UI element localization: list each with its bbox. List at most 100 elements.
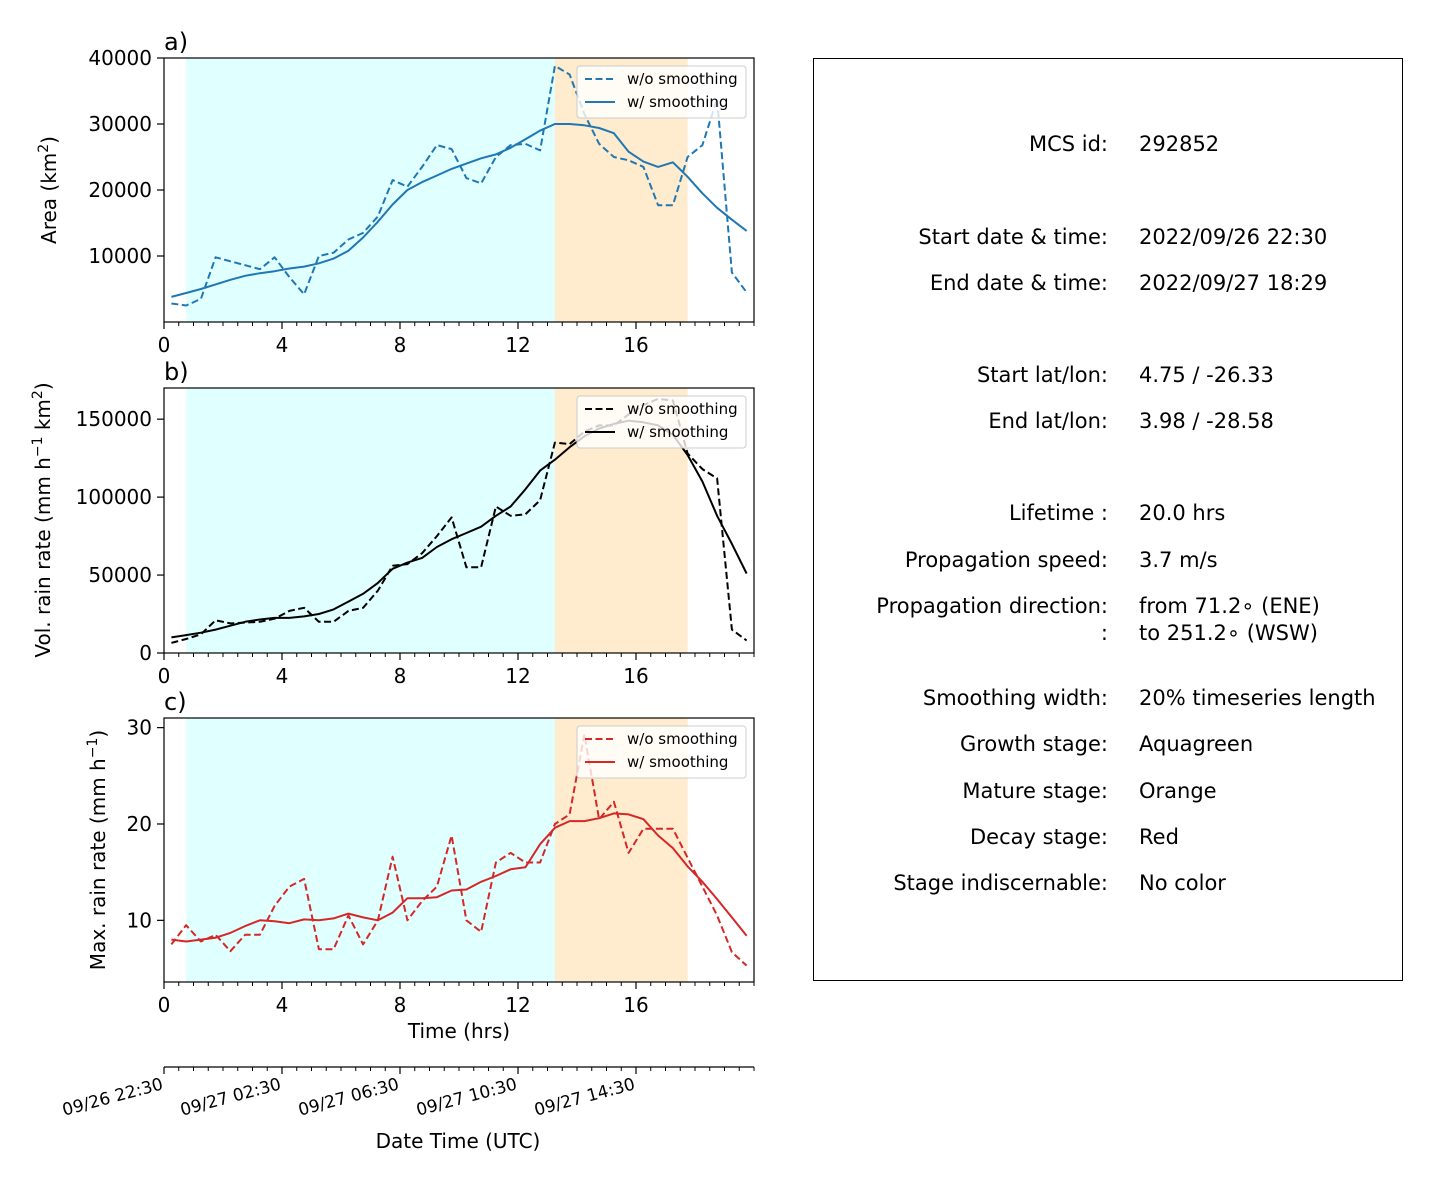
- series-line-smoothed: [171, 123, 748, 298]
- x-tick-label: 12: [505, 993, 530, 1017]
- y-axis-label-part: −1: [85, 738, 101, 759]
- y-tick-label: 100000: [76, 485, 152, 509]
- legend: w/o smoothing w/ smoothing: [576, 725, 747, 779]
- y-axis-label-part: Vol. rain rate (mm h: [31, 457, 55, 658]
- series-line-raw: [171, 64, 748, 307]
- info-value: 2022/09/26 22:30: [1139, 225, 1328, 249]
- panel-label: c): [164, 688, 187, 716]
- y-axis-label-part: ): [37, 136, 61, 144]
- info-label: Growth stage:: [959, 732, 1108, 756]
- info-label: MCS id:: [1028, 132, 1108, 156]
- y-tick-label: 50000: [88, 563, 152, 587]
- x-tick-label: 4: [276, 333, 289, 357]
- y-tick-label: 20: [127, 812, 152, 836]
- y-tick-label: 10: [127, 908, 152, 932]
- date-time-axis: 09/26 22:30 09/27 02:30 09/27 06:30 09/27 1…: [60, 1066, 755, 1153]
- info-label: Propagation speed:: [904, 548, 1108, 572]
- mcs-info-panel: MCS id: 292852 Start date & time: 2022/0…: [813, 58, 1403, 981]
- x-tick-label: 16: [623, 333, 648, 357]
- legend-label: w/ smoothing: [627, 93, 728, 111]
- info-value: 3.7 m/s: [1139, 548, 1218, 572]
- info-label: End date & time:: [929, 271, 1108, 295]
- legend-label: w/o smoothing: [627, 730, 738, 748]
- y-axis-label-part: −1: [30, 437, 46, 458]
- info-value: 20% timeseries length: [1139, 686, 1376, 710]
- x-tick-label: 0: [158, 664, 171, 688]
- y-axis-label: Area (km2): [36, 136, 61, 244]
- legend: w/o smoothing w/ smoothing: [576, 65, 747, 119]
- series-line-smoothed: [171, 812, 748, 943]
- legend-label: w/o smoothing: [627, 70, 738, 88]
- y-tick-label: 20000: [88, 178, 152, 202]
- info-value: No color: [1139, 871, 1226, 895]
- info-label: Start lat/lon:: [976, 363, 1108, 387]
- x-tick-label: 4: [276, 664, 289, 688]
- y-tick-label: 30: [127, 716, 152, 740]
- info-label: End lat/lon:: [988, 409, 1108, 433]
- info-label: Smoothing width:: [922, 686, 1108, 710]
- x-tick-label: 4: [276, 993, 289, 1017]
- x-tick-label: 8: [394, 333, 407, 357]
- stage-band-growth: [186, 718, 555, 982]
- y-axis-label-part: 2: [36, 144, 52, 153]
- panel-label: a): [164, 28, 188, 56]
- x-tick-label: 8: [394, 664, 407, 688]
- stage-band-growth: [186, 58, 555, 322]
- legend-label: w/ smoothing: [627, 423, 728, 441]
- x-tick-label: 8: [394, 993, 407, 1017]
- x-tick-label: 12: [505, 664, 530, 688]
- x-tick-label: 12: [505, 333, 530, 357]
- y-tick-label: 10000: [88, 244, 152, 268]
- info-value: to 251.2∘ (WSW): [1139, 621, 1318, 645]
- date-tick-label: 09/26 22:30: [60, 1075, 165, 1121]
- info-value: Aquagreen: [1139, 732, 1254, 756]
- info-label: Lifetime :: [1008, 501, 1108, 525]
- stage-band-growth: [186, 388, 555, 653]
- info-value: Red: [1139, 825, 1179, 849]
- info-value: 292852: [1139, 132, 1220, 156]
- info-label: Decay stage:: [970, 825, 1108, 849]
- legend-label: w/ smoothing: [627, 753, 728, 771]
- info-value: 2022/09/27 18:29: [1139, 271, 1328, 295]
- panel-label: b): [164, 358, 189, 386]
- legend: w/o smoothing w/ smoothing: [576, 395, 747, 449]
- y-tick-label: 150000: [76, 407, 152, 431]
- y-axis-label-part: ): [86, 730, 110, 738]
- y-axis-label: Max. rain rate (mm h−1): [85, 730, 110, 970]
- y-axis-label-part: Max. rain rate (mm h: [86, 758, 110, 970]
- date-axis-label: Date Time (UTC): [376, 1129, 541, 1153]
- info-label: :: [1100, 621, 1108, 645]
- info-label: Stage indiscernable:: [893, 871, 1108, 895]
- date-tick-label: 09/27 06:30: [296, 1075, 401, 1121]
- y-axis-label-part: Area (km: [37, 153, 61, 244]
- info-label: Mature stage:: [962, 779, 1108, 803]
- x-tick-label: 16: [623, 664, 648, 688]
- date-tick-label: 09/27 14:30: [532, 1075, 637, 1121]
- y-tick-label: 30000: [88, 112, 152, 136]
- info-value: 4.75 / -26.33: [1139, 363, 1274, 387]
- y-tick-label: 0: [139, 641, 152, 665]
- info-value: 3.98 / -28.58: [1139, 409, 1274, 433]
- info-value: 20.0 hrs: [1139, 501, 1226, 525]
- y-axis-label-part: ): [31, 382, 55, 390]
- series-line-raw: [171, 397, 748, 644]
- legend-box: [576, 395, 747, 449]
- y-axis-label-part: km: [31, 399, 55, 436]
- legend-box: [576, 65, 747, 119]
- panel-c: 0 4 8 12 16 10 20 30 c) Max. rain rate (mm h−1) Ti…: [85, 688, 755, 1043]
- info-label: Propagation direction:: [876, 594, 1108, 618]
- x-axis-label: Time (hrs): [407, 1019, 510, 1043]
- y-axis-label: Vol. rain rate (mm h−1 km2): [30, 382, 55, 657]
- legend-label: w/o smoothing: [627, 400, 738, 418]
- y-tick-label: 40000: [88, 46, 152, 70]
- y-axis-label-part: 2: [30, 390, 46, 399]
- panel-a: 0 4 8 12 16 10000 20000 30000 40000 a) Area (km2) w…: [36, 28, 755, 357]
- info-label: Start date & time:: [918, 225, 1108, 249]
- date-tick-label: 09/27 02:30: [178, 1075, 283, 1121]
- x-tick-label: 0: [158, 993, 171, 1017]
- info-value: from 71.2∘ (ENE): [1139, 594, 1320, 618]
- panel-b: 0 4 8 12 16 0 50000 100000 150000 b) Vol. rain rat…: [30, 358, 755, 688]
- date-tick-label: 09/27 10:30: [414, 1075, 519, 1121]
- info-value: Orange: [1139, 779, 1217, 803]
